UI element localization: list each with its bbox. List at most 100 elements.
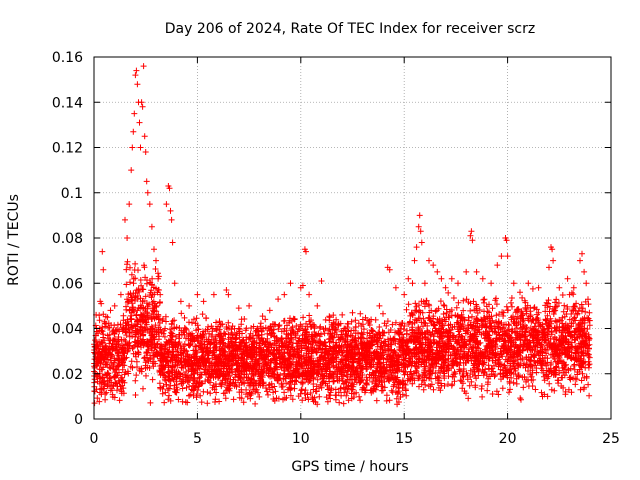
data-point <box>586 309 593 316</box>
data-point <box>229 369 236 376</box>
data-point <box>103 389 110 396</box>
data-point <box>481 299 487 306</box>
data-point <box>513 380 520 387</box>
data-point <box>577 386 584 393</box>
data-point <box>340 400 347 407</box>
data-point <box>506 389 512 396</box>
data-point <box>155 350 162 357</box>
data-point <box>376 324 383 330</box>
data-point <box>484 387 491 394</box>
data-point <box>230 396 237 403</box>
data-point <box>508 295 515 301</box>
data-point <box>233 329 240 336</box>
data-point <box>505 321 512 328</box>
data-point <box>531 305 537 312</box>
data-point <box>405 301 412 308</box>
data-point <box>383 397 390 404</box>
data-point <box>566 316 573 323</box>
data-point <box>182 399 189 406</box>
data-point <box>402 387 409 394</box>
data-point <box>332 386 339 393</box>
data-point <box>91 400 98 407</box>
data-point <box>519 294 526 301</box>
data-point <box>193 394 200 401</box>
data-point <box>529 383 536 389</box>
data-point <box>168 321 175 328</box>
data-point <box>386 397 393 404</box>
data-point <box>460 307 467 314</box>
data-point <box>470 319 477 326</box>
data-point <box>123 266 130 273</box>
data-point <box>193 315 200 322</box>
data-point <box>437 298 444 305</box>
data-point <box>245 336 252 343</box>
data-point <box>301 390 308 397</box>
data-point <box>187 362 193 369</box>
data-point <box>132 392 139 398</box>
data-point <box>420 386 427 393</box>
data-point <box>578 349 585 356</box>
data-point <box>493 388 500 395</box>
data-point <box>127 264 133 271</box>
data-point <box>121 371 128 378</box>
data-point <box>160 383 167 390</box>
data-point <box>510 379 517 386</box>
data-point <box>352 317 359 324</box>
data-point <box>440 302 447 308</box>
data-point <box>116 397 123 404</box>
data-point <box>186 383 193 390</box>
data-point <box>299 397 306 404</box>
data-point <box>263 385 269 391</box>
data-point <box>102 390 109 397</box>
data-point <box>493 301 500 308</box>
data-point <box>457 377 464 384</box>
data-point <box>393 395 400 402</box>
data-point <box>139 286 146 293</box>
data-point <box>460 373 467 380</box>
data-point <box>536 350 543 357</box>
data-point <box>450 295 457 301</box>
data-point <box>198 399 205 406</box>
data-point <box>447 321 454 328</box>
data-point <box>366 330 373 337</box>
data-point <box>336 399 343 406</box>
data-point <box>481 308 487 315</box>
data-point <box>236 326 243 333</box>
data-point <box>416 302 422 309</box>
data-point <box>445 289 452 296</box>
data-point <box>255 389 261 396</box>
data-point <box>438 382 445 389</box>
data-point <box>395 399 402 405</box>
data-point <box>553 296 560 303</box>
data-point <box>430 313 437 320</box>
data-point <box>257 320 264 327</box>
data-point <box>316 393 323 400</box>
data-point <box>559 333 566 340</box>
data-point <box>107 365 114 372</box>
data-point <box>546 380 553 387</box>
data-point <box>527 325 534 332</box>
data-point <box>285 386 291 393</box>
data-point <box>127 279 133 286</box>
data-point <box>147 399 154 406</box>
data-point <box>384 318 391 325</box>
data-point <box>181 314 188 321</box>
data-point <box>99 328 106 335</box>
data-point <box>249 358 256 365</box>
data-point <box>120 377 127 384</box>
data-point <box>429 328 436 335</box>
data-point <box>252 400 259 407</box>
data-point <box>448 312 455 319</box>
data-point <box>144 349 151 356</box>
data-point <box>197 392 204 399</box>
data-point <box>465 395 472 402</box>
data-point <box>283 338 290 345</box>
data-point <box>543 362 550 369</box>
data-point <box>155 270 161 277</box>
chart-title: Day 206 of 2024, Rate Of TEC Index for r… <box>165 21 535 37</box>
data-point <box>317 381 324 388</box>
data-point <box>204 400 211 407</box>
data-point <box>199 311 206 318</box>
data-point <box>493 312 500 319</box>
data-point <box>222 395 229 402</box>
